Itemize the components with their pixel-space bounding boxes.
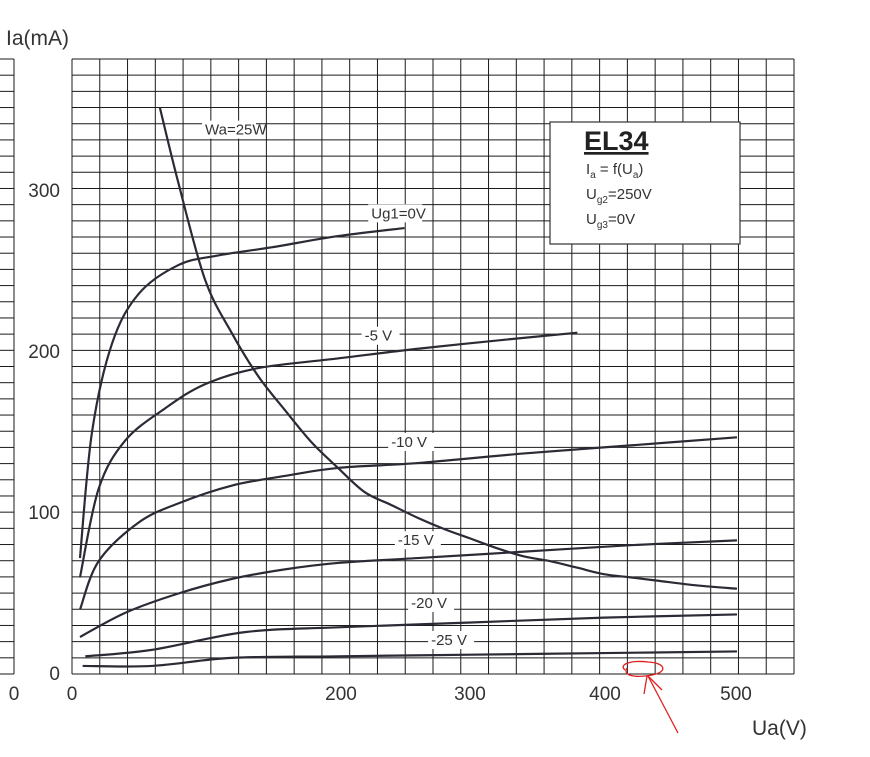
x-tick-label: 300 [454, 684, 486, 705]
series-label: -5 V [365, 328, 393, 345]
x-tick-label: 400 [589, 684, 621, 705]
plot-curves [78, 107, 738, 668]
y-tick-label: 200 [28, 342, 60, 363]
series-label-bg [394, 531, 441, 550]
red-annotation-mark [622, 660, 679, 734]
series-label-bg [388, 432, 435, 451]
info-box-line-2: Ug2=250V [586, 186, 652, 206]
series-line [78, 331, 578, 578]
series-label-bg [368, 204, 423, 223]
series-line [78, 436, 738, 610]
y-tick-label: 300 [28, 181, 60, 202]
y-axis-label: Ia(mA) [6, 27, 69, 50]
series-label: -25 V [431, 632, 467, 649]
left-axis-zero-label: 0 [9, 684, 20, 705]
series-label: -20 V [411, 595, 447, 612]
series-label: Wa=25W [205, 122, 267, 139]
series-line [85, 613, 738, 658]
info-box-line-3: Ug3=0V [586, 211, 635, 231]
curve-labels: Ug1=0V -5 V -10 V -15 V -20 V -25 V Wa=25W [202, 120, 475, 650]
y-tick-label: 0 [49, 664, 60, 685]
tick-labels: 0 200 300 400 500 0 100 200 300 0 [9, 181, 752, 705]
x-tick-label: 500 [720, 684, 752, 705]
series-label-bg [361, 326, 400, 345]
info-box-line-1: Ia = f(Ua) [586, 161, 643, 181]
x-tick-label: 200 [325, 684, 357, 705]
series-line [78, 226, 405, 559]
x-tick-label: 0 [67, 684, 78, 705]
series-label: -10 V [391, 434, 427, 451]
series-line [158, 107, 738, 590]
info-box: EL34 Ia = f(Ua) Ug2=250V Ug3=0V [549, 121, 741, 245]
series-line [82, 650, 738, 668]
series-label-bg [428, 631, 475, 650]
series-label: -15 V [398, 532, 434, 549]
series-line [79, 539, 738, 638]
info-box-title: EL34 [584, 126, 649, 156]
series-label: Ug1=0V [371, 205, 426, 222]
series-label-bg [202, 120, 256, 139]
series-label-bg [408, 593, 455, 612]
y-tick-label: 100 [28, 503, 60, 524]
x-axis-label: Ua(V) [752, 717, 807, 740]
